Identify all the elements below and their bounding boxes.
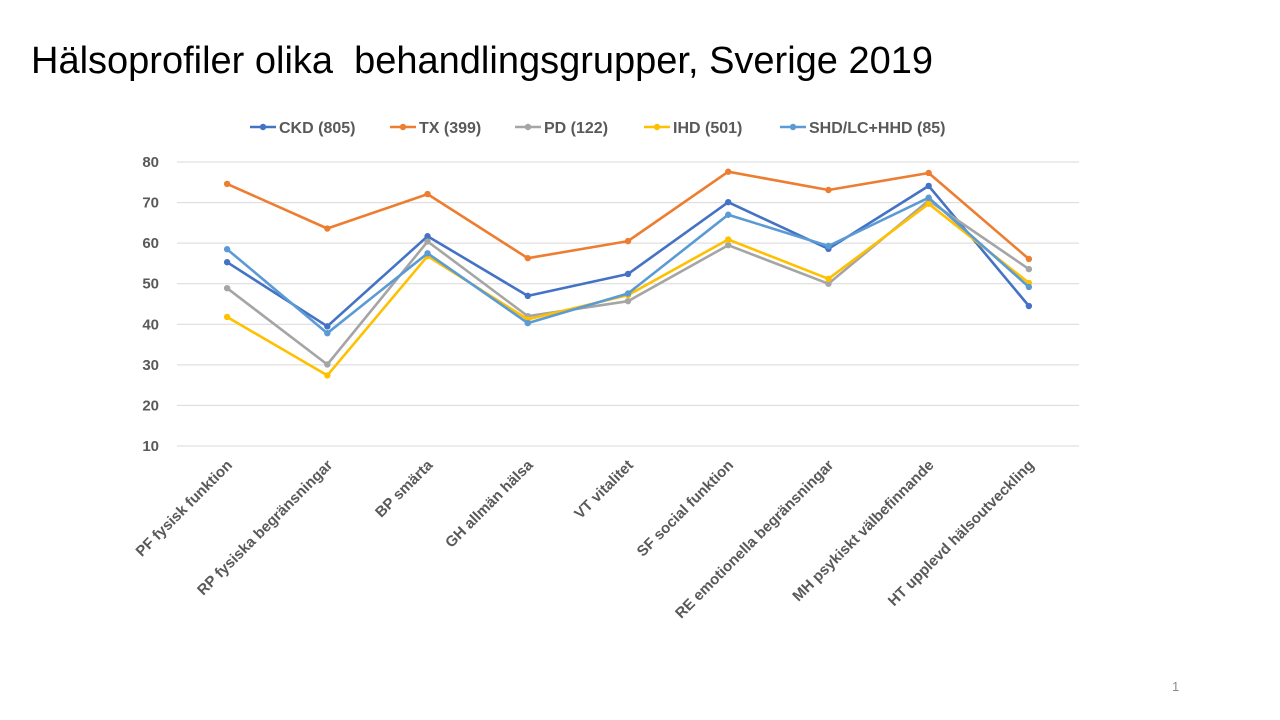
legend-marker	[653, 123, 661, 131]
x-tick-label: GH allmän hälsa	[442, 456, 537, 551]
data-point	[725, 211, 732, 218]
data-point	[324, 225, 331, 232]
chart-legend: CKD (805) TX (399) PD (122) IHD (501) SHD/LC…	[250, 120, 945, 137]
legend-marker	[259, 123, 267, 131]
x-tick-label: SF social funktion	[634, 457, 737, 560]
data-point	[825, 275, 832, 283]
y-tick-label: 70	[142, 195, 159, 212]
y-tick-label: 10	[142, 438, 159, 455]
series-group	[223, 194, 1033, 337]
legend-marker	[789, 123, 797, 131]
x-tick-label: PF fysisk funktion	[133, 457, 236, 560]
series-group	[223, 168, 1033, 263]
legend-item: IHD (501)	[644, 120, 742, 137]
data-point	[324, 372, 331, 379]
slide-title: Hälsoprofiler olika behandlingsgrupper, …	[31, 40, 934, 82]
data-point	[1025, 265, 1033, 273]
y-tick-label: 20	[142, 397, 159, 414]
x-tick-label: BP smärta	[372, 456, 437, 521]
data-point	[223, 259, 231, 266]
data-point	[925, 169, 932, 177]
data-point	[1025, 302, 1033, 310]
chart-gridlines	[177, 161, 1079, 447]
data-point	[624, 237, 632, 245]
legend-label: TX (399)	[419, 120, 481, 137]
data-point	[624, 270, 632, 278]
data-point	[324, 323, 331, 330]
data-point	[825, 242, 832, 250]
data-point	[725, 168, 732, 175]
data-point	[524, 319, 531, 327]
legend-label: CKD (805)	[279, 120, 355, 137]
data-point	[324, 361, 331, 368]
legend-label: SHD/LC+HHD (85)	[809, 120, 945, 137]
legend-item: SHD/LC+HHD (85)	[780, 120, 945, 137]
y-tick-label: 50	[142, 276, 159, 293]
legend-label: IHD (501)	[673, 120, 742, 137]
data-point	[925, 200, 932, 207]
x-tick-label: VT vitalitet	[571, 457, 637, 523]
data-point	[223, 284, 231, 292]
legend-item: TX (399)	[390, 120, 481, 137]
data-point	[725, 236, 732, 243]
legend-item: PD (122)	[515, 120, 608, 137]
data-point	[1025, 283, 1033, 291]
data-point	[1025, 255, 1033, 263]
legend-item: CKD (805)	[250, 120, 355, 137]
data-point	[825, 280, 832, 287]
data-point	[223, 313, 231, 321]
series-group	[223, 200, 1033, 379]
data-point	[725, 241, 732, 249]
legend-marker	[524, 123, 532, 131]
y-tick-label: 40	[142, 316, 159, 333]
y-tick-label: 60	[142, 235, 159, 252]
data-point	[424, 190, 431, 198]
data-point	[925, 182, 932, 190]
series-line	[225, 199, 1031, 366]
series-line	[225, 170, 1031, 261]
data-point	[524, 254, 531, 262]
series-line	[225, 202, 1031, 377]
data-point	[825, 186, 832, 194]
data-point	[223, 246, 231, 253]
data-point	[424, 238, 431, 245]
legend-marker	[399, 123, 407, 131]
data-point	[624, 290, 632, 297]
page-number: 1	[1172, 679, 1180, 694]
data-point	[925, 194, 932, 201]
y-axis: 10 20 30 40 50 60 70 80	[142, 154, 159, 455]
data-point	[524, 292, 531, 300]
y-tick-label: 80	[142, 154, 159, 171]
data-point	[424, 233, 431, 240]
series-group	[223, 182, 1033, 330]
data-point	[324, 330, 331, 337]
data-point	[223, 180, 231, 188]
legend-label: PD (122)	[544, 120, 608, 137]
y-tick-label: 30	[142, 357, 159, 374]
x-tick-label: RE emotionella begränsningar	[672, 457, 837, 622]
chart-series	[223, 168, 1033, 379]
data-point	[424, 250, 431, 257]
data-point	[624, 297, 632, 305]
data-point	[725, 198, 732, 206]
